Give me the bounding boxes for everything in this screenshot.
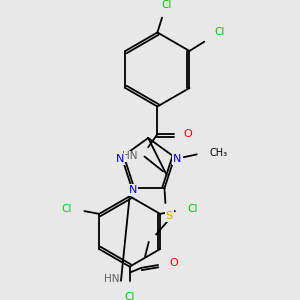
Text: Cl: Cl	[124, 292, 135, 300]
Text: O: O	[169, 258, 178, 268]
Text: HN: HN	[103, 274, 119, 284]
Text: Cl: Cl	[61, 204, 72, 214]
Text: O: O	[184, 129, 192, 139]
Text: Cl: Cl	[187, 204, 198, 214]
Text: N: N	[116, 154, 124, 164]
Text: S: S	[166, 211, 173, 221]
Text: Cl: Cl	[161, 0, 172, 10]
Text: Cl: Cl	[215, 28, 225, 38]
Text: CH₃: CH₃	[210, 148, 228, 158]
Text: N: N	[173, 154, 182, 164]
Text: N: N	[129, 185, 137, 195]
Text: HN: HN	[122, 152, 137, 161]
